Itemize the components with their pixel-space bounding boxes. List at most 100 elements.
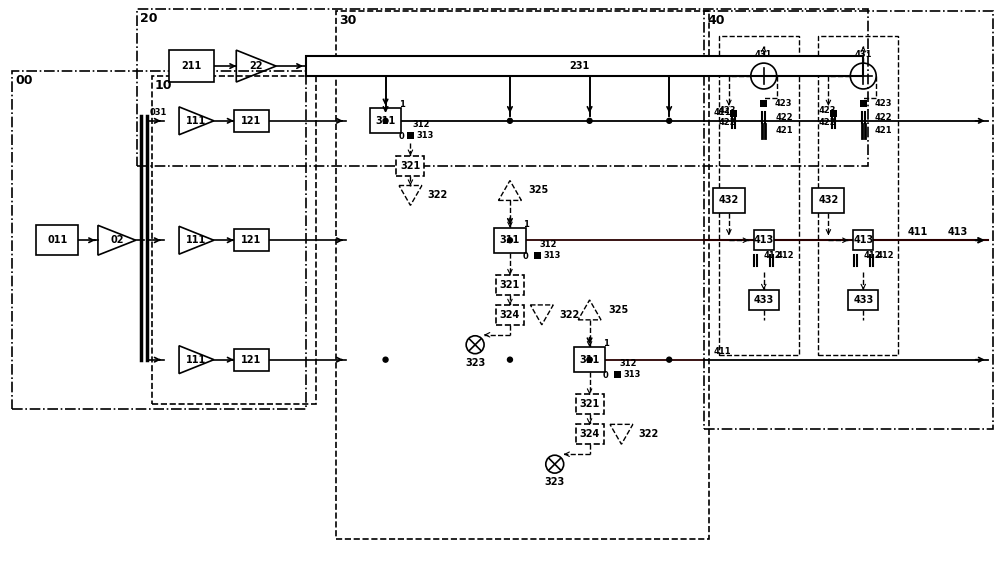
Bar (496, 275, 524, 295)
Text: 0: 0 (523, 252, 529, 260)
Text: 20: 20 (140, 12, 157, 26)
Text: 1: 1 (399, 100, 404, 110)
Bar (137, 9, 868, 166)
Bar (754, 230, 774, 250)
Bar (12, 71, 306, 409)
Bar (396, 155, 424, 176)
Text: 121: 121 (241, 354, 261, 365)
Bar (860, 100, 867, 107)
Text: 432: 432 (719, 195, 739, 205)
Bar (494, 228, 526, 253)
Text: 411: 411 (714, 347, 732, 356)
Text: 0: 0 (399, 132, 404, 142)
Text: 231: 231 (569, 61, 590, 71)
Text: 421: 421 (775, 126, 793, 135)
Bar (830, 110, 837, 117)
Text: 211: 211 (181, 61, 202, 71)
Text: 121: 121 (241, 235, 261, 245)
Text: 312: 312 (412, 120, 430, 129)
Text: 412: 412 (863, 251, 881, 260)
Bar (370, 108, 401, 133)
Text: 412: 412 (876, 251, 894, 260)
Bar (574, 347, 605, 372)
Bar (760, 100, 767, 107)
Text: 40: 40 (707, 14, 725, 27)
Text: 423: 423 (874, 99, 892, 108)
Text: 325: 325 (528, 186, 549, 195)
Bar (812, 188, 844, 213)
Bar (234, 110, 269, 132)
Circle shape (587, 357, 592, 362)
Text: 323: 323 (545, 477, 565, 487)
Text: 423: 423 (719, 106, 736, 115)
Text: 312: 312 (619, 359, 637, 368)
Text: 433: 433 (853, 295, 873, 305)
Text: 031: 031 (150, 108, 167, 117)
Text: 422: 422 (875, 113, 892, 122)
Bar (848, 290, 878, 310)
Text: 431: 431 (855, 50, 872, 59)
Text: 313: 313 (416, 131, 434, 140)
Text: 325: 325 (608, 305, 628, 315)
Text: 421: 421 (875, 126, 892, 135)
Bar (730, 110, 737, 117)
Text: 312: 312 (540, 240, 557, 249)
Text: 422: 422 (775, 113, 793, 122)
Text: 412: 412 (777, 251, 794, 260)
Text: 322: 322 (559, 310, 579, 320)
Text: 422: 422 (719, 118, 737, 127)
Bar (336, 12, 709, 539)
Text: 413: 413 (853, 235, 873, 245)
Circle shape (507, 118, 512, 124)
Text: 22: 22 (249, 61, 263, 71)
Bar (713, 188, 745, 213)
Circle shape (587, 118, 592, 124)
Text: 00: 00 (15, 74, 33, 87)
Text: 311: 311 (375, 116, 396, 126)
Text: 313: 313 (623, 370, 641, 379)
Text: 412: 412 (764, 251, 781, 260)
Text: 011: 011 (47, 235, 67, 245)
Text: 111: 111 (186, 116, 207, 126)
Text: 311: 311 (579, 354, 600, 365)
Bar (306, 56, 863, 76)
Bar (614, 371, 621, 378)
Text: 313: 313 (544, 251, 561, 260)
Text: 111: 111 (186, 235, 207, 245)
Bar (853, 230, 873, 250)
Text: 431: 431 (755, 50, 772, 59)
Bar (704, 12, 993, 429)
Text: 322: 322 (428, 190, 448, 201)
Bar (234, 229, 269, 251)
Text: 1: 1 (603, 339, 608, 348)
Text: 323: 323 (465, 358, 485, 368)
Circle shape (667, 118, 672, 124)
Text: 111: 111 (186, 354, 207, 365)
Text: 432: 432 (818, 195, 839, 205)
Circle shape (383, 118, 388, 124)
Text: 321: 321 (500, 280, 520, 290)
Text: 423: 423 (775, 99, 792, 108)
Text: 324: 324 (500, 310, 520, 320)
Bar (534, 252, 541, 259)
Text: 1: 1 (523, 220, 529, 229)
Text: 321: 321 (400, 161, 421, 171)
Text: 413: 413 (947, 227, 968, 237)
Circle shape (507, 238, 512, 242)
Text: 0: 0 (603, 371, 608, 380)
Text: 321: 321 (579, 400, 600, 409)
Circle shape (587, 357, 592, 362)
Text: 422: 422 (818, 118, 836, 127)
Bar (407, 132, 414, 139)
Bar (36, 225, 78, 255)
Circle shape (383, 357, 388, 362)
Text: 413: 413 (754, 235, 774, 245)
Text: 324: 324 (579, 429, 600, 439)
Bar (169, 50, 214, 82)
Text: 30: 30 (339, 14, 356, 27)
Bar (496, 305, 524, 325)
Text: 322: 322 (639, 429, 659, 439)
Text: 121: 121 (241, 116, 261, 126)
Bar (152, 76, 316, 404)
Text: 311: 311 (500, 235, 520, 245)
